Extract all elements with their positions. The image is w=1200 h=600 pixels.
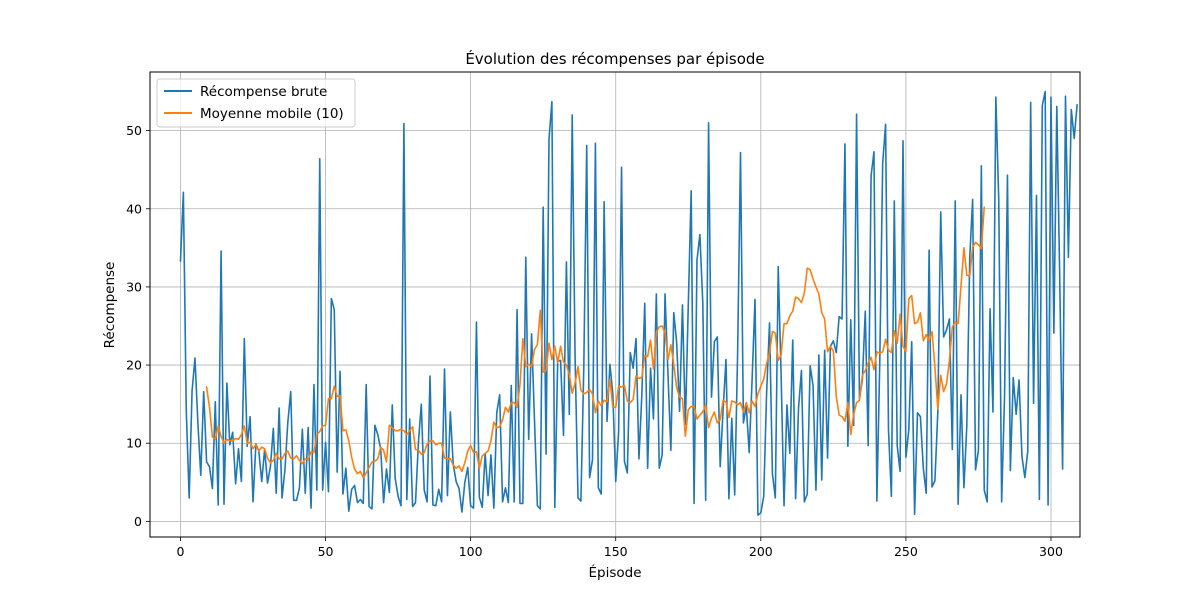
y-tick-label: 50 xyxy=(126,123,142,138)
x-tick-label: 300 xyxy=(1039,544,1063,559)
legend-box xyxy=(156,78,356,128)
chart-title: Évolution des récompenses par épisode xyxy=(465,49,764,68)
x-tick-label: 200 xyxy=(749,544,773,559)
x-tick-label: 0 xyxy=(176,544,184,559)
x-tick-label: 100 xyxy=(459,544,483,559)
x-axis-label: Épisode xyxy=(588,564,641,581)
x-tick-label: 150 xyxy=(604,544,628,559)
plot-frame xyxy=(149,71,1081,538)
y-tick-label: 40 xyxy=(126,201,142,216)
moving-average-line xyxy=(205,206,986,479)
axis-ticks: 0 50 100 150 200 250 300 0 10 20 30 40 50 xyxy=(126,123,1063,559)
y-tick-label: 0 xyxy=(134,514,142,529)
legend-label-moving-average: Moyenne mobile (10) xyxy=(200,106,344,122)
y-tick-label: 10 xyxy=(126,436,142,451)
series-layer xyxy=(179,90,1078,516)
y-tick-label: 20 xyxy=(126,358,142,373)
legend-label-raw: Récompense brute xyxy=(200,84,327,100)
y-tick-label: 30 xyxy=(126,279,142,294)
x-tick-label: 50 xyxy=(318,544,334,559)
raw-reward-line xyxy=(179,90,1078,516)
y-axis-label: Récompense xyxy=(102,262,118,349)
legend: Récompense brute Moyenne mobile (10) xyxy=(156,78,356,128)
x-tick-label: 250 xyxy=(894,544,918,559)
grid xyxy=(150,72,1080,537)
